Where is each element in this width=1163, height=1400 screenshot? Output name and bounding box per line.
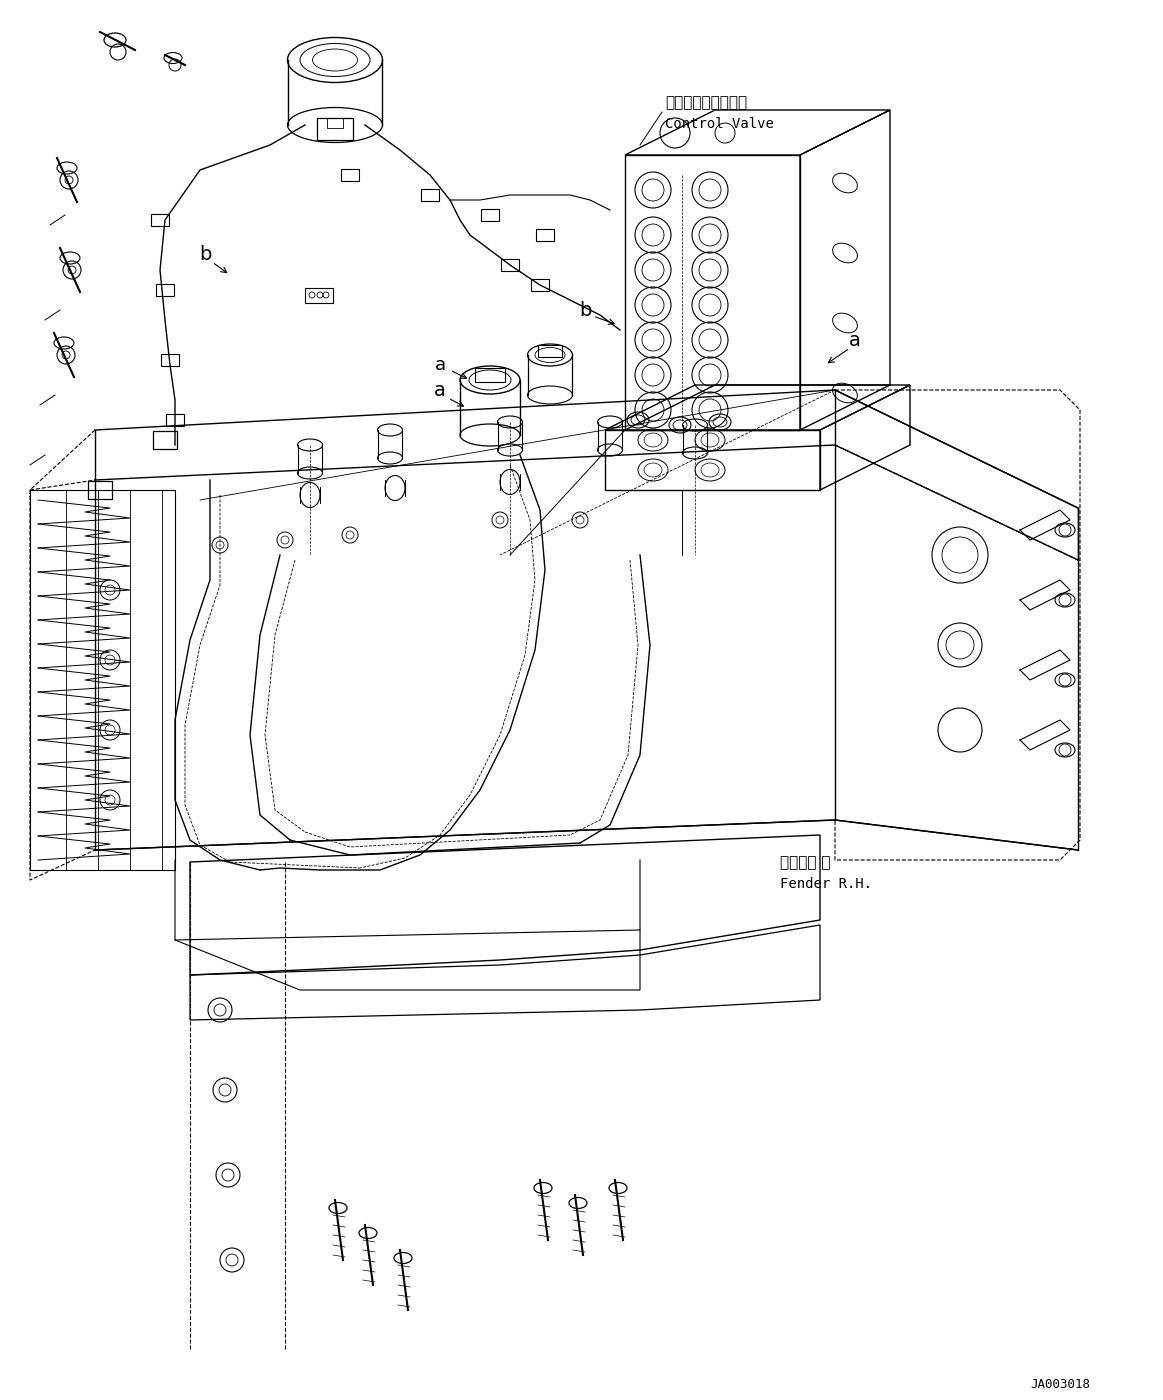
Bar bbox=[536, 230, 554, 241]
Text: a: a bbox=[849, 330, 861, 350]
Bar bbox=[160, 354, 179, 365]
Text: a: a bbox=[435, 356, 445, 374]
Text: Fender R.H.: Fender R.H. bbox=[780, 876, 872, 890]
Text: フェンダ 右: フェンダ 右 bbox=[780, 855, 830, 869]
Bar bbox=[156, 284, 174, 295]
Bar bbox=[166, 414, 184, 426]
Text: JA003018: JA003018 bbox=[1030, 1378, 1090, 1392]
Bar bbox=[317, 118, 354, 140]
Bar bbox=[475, 368, 505, 382]
Bar bbox=[421, 189, 438, 202]
Bar bbox=[538, 344, 562, 357]
Bar bbox=[501, 259, 519, 272]
Bar bbox=[154, 431, 177, 449]
Bar bbox=[327, 118, 343, 127]
Bar bbox=[88, 482, 112, 498]
Text: a: a bbox=[434, 381, 445, 399]
Text: b: b bbox=[579, 301, 591, 319]
Bar bbox=[531, 279, 549, 291]
Text: b: b bbox=[199, 245, 212, 265]
Text: コントロールバルブ: コントロールバルブ bbox=[665, 95, 747, 111]
Text: Control Valve: Control Valve bbox=[665, 118, 773, 132]
Bar bbox=[151, 214, 169, 225]
Bar bbox=[481, 209, 499, 221]
Bar bbox=[341, 169, 359, 181]
Bar bbox=[305, 288, 333, 302]
